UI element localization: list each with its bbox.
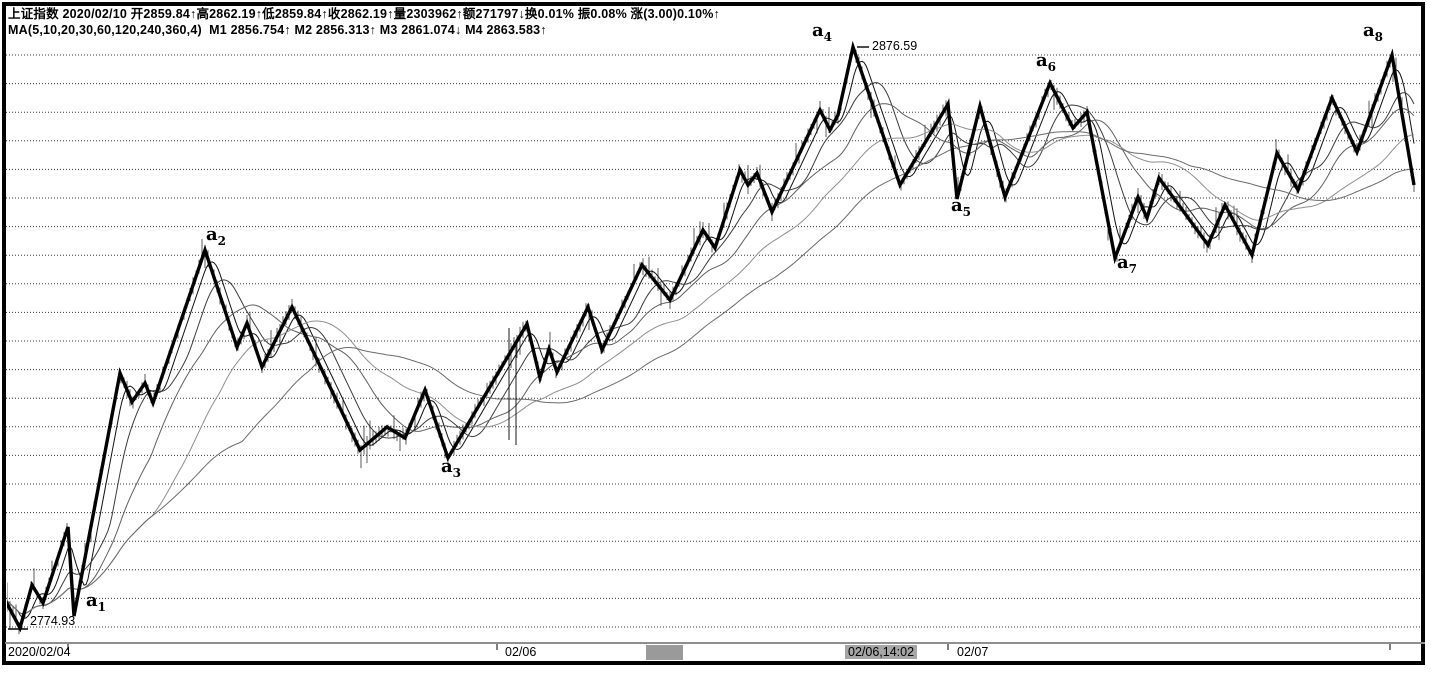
price-label: 2876.59	[872, 39, 918, 53]
swing-point-label-a5: a5	[951, 195, 972, 220]
x-axis-label: 02/07	[957, 645, 989, 659]
x-axis-label: 02/06	[505, 645, 537, 659]
swing-point-label-a1: a1	[86, 590, 107, 615]
time-axis: 2020/02/04 02/06 02/06,14:02 02/07	[5, 644, 1425, 661]
swing-point-label-a7: a7	[1117, 252, 1138, 277]
minute-bars	[7, 44, 1415, 635]
swing-point-label-a8: a8	[1363, 20, 1384, 45]
cursor-time-label: 02/06,14:02	[845, 645, 918, 659]
moving-average-lines	[7, 60, 1415, 619]
x-axis-label: 2020/02/04	[8, 645, 71, 659]
axis-separator	[5, 642, 1425, 644]
ma-header-line: MA(5,10,20,30,60,120,240,360,4) M1 2856.…	[8, 23, 547, 37]
quote-header-line: 上证指数 2020/02/10 开2859.84↑高2862.19↑低2859.…	[8, 7, 720, 21]
price-zigzag-line	[7, 40, 1416, 633]
price-label: 2774.93	[30, 614, 76, 628]
swing-point-label-a4: a4	[812, 20, 833, 45]
swing-point-label-a6: a6	[1036, 50, 1057, 75]
swing-point-label-a2: a2	[206, 224, 227, 249]
gridlines	[6, 54, 1421, 628]
swing-point-label-a3: a3	[441, 456, 462, 481]
scrollbar-thumb[interactable]	[646, 645, 683, 660]
